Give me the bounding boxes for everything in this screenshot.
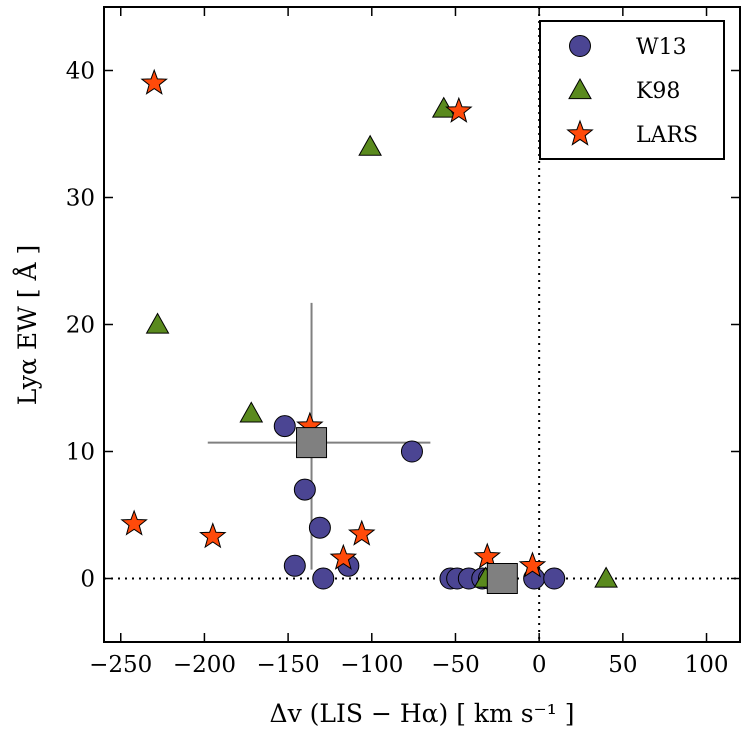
data-point-w13 — [273, 415, 296, 438]
summary-square — [486, 563, 518, 594]
plot-area: −250 −200 −150 −100 −50 0 50 100 0 10 20 30 40 — [66, 6, 741, 678]
data-point-lars — [329, 543, 358, 570]
data-point-w13 — [283, 554, 306, 577]
x-tick-label: 100 — [685, 652, 729, 678]
data-point-lars — [199, 522, 227, 549]
data-point-k98 — [145, 312, 170, 334]
data-point-w13 — [312, 567, 335, 590]
data-point-lars — [473, 542, 502, 569]
y-tick-label: 20 — [66, 313, 95, 339]
legend-marker-w13 — [569, 35, 591, 57]
data-point-k98 — [594, 566, 618, 588]
data-point-lars — [140, 68, 168, 95]
data-point-k98 — [358, 134, 382, 156]
data-point-lars — [445, 96, 473, 123]
data-point-w13 — [293, 478, 316, 501]
y-tick-label: 0 — [80, 567, 95, 593]
legend-label-lars: LARS — [636, 123, 698, 148]
y-tick-label: 40 — [66, 59, 95, 85]
data-point-lars — [518, 551, 547, 578]
x-tick-label: −50 — [431, 652, 480, 678]
data-point-lars — [120, 509, 148, 536]
x-tick-label: −250 — [89, 652, 152, 678]
y-tick-label: 30 — [66, 186, 95, 212]
x-tick-label: −150 — [257, 652, 320, 678]
legend: W13 K98 LARS — [539, 20, 725, 160]
x-tick-label: −200 — [173, 652, 236, 678]
data-point-w13 — [308, 516, 331, 539]
y-tick-label: 10 — [66, 440, 95, 466]
legend-marker-lars — [566, 119, 594, 146]
legend-label-w13: W13 — [636, 35, 687, 60]
data-point-lars — [348, 519, 376, 546]
x-tick-label: −100 — [340, 652, 403, 678]
data-point-k98 — [239, 401, 264, 423]
legend-marker-k98 — [568, 77, 592, 100]
y-axis-label: Lyα EW [ Å ] — [12, 245, 42, 405]
summary-square — [296, 427, 328, 459]
legend-label-k98: K98 — [636, 79, 680, 104]
data-point-w13 — [543, 567, 566, 590]
x-tick-label: 50 — [608, 652, 637, 678]
data-point-w13 — [400, 440, 423, 463]
x-tick-label: 0 — [532, 652, 547, 678]
x-axis-label: Δv (LIS − Hα) [ km s⁻¹ ] — [270, 699, 575, 728]
